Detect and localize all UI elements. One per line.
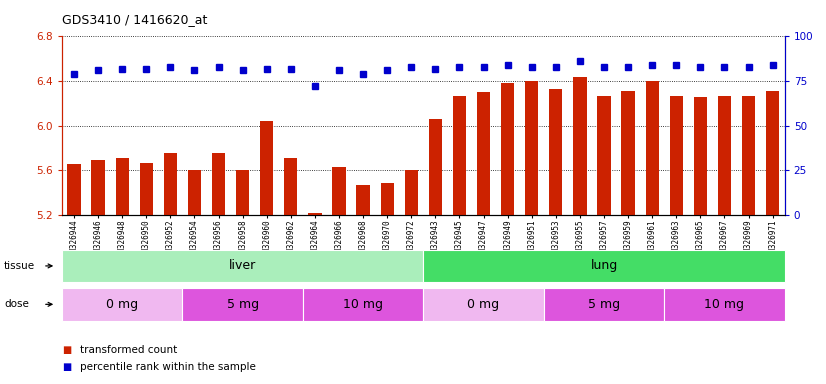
Text: 5 mg: 5 mg bbox=[226, 298, 259, 311]
Bar bbox=[140, 162, 153, 215]
Text: 5 mg: 5 mg bbox=[588, 298, 620, 311]
Bar bbox=[670, 96, 683, 215]
Bar bbox=[212, 152, 225, 215]
Text: 10 mg: 10 mg bbox=[343, 298, 383, 311]
Bar bbox=[164, 152, 177, 215]
Bar bbox=[116, 158, 129, 215]
Bar bbox=[501, 83, 515, 215]
Bar bbox=[332, 167, 345, 215]
Bar bbox=[188, 170, 201, 215]
Text: 0 mg: 0 mg bbox=[106, 298, 138, 311]
Bar bbox=[525, 81, 539, 215]
Text: 10 mg: 10 mg bbox=[705, 298, 744, 311]
Text: liver: liver bbox=[229, 260, 256, 272]
Bar bbox=[308, 213, 321, 215]
Bar bbox=[453, 96, 466, 215]
Bar bbox=[357, 185, 370, 215]
Bar bbox=[597, 96, 610, 215]
Bar bbox=[381, 183, 394, 215]
Bar bbox=[260, 121, 273, 215]
Bar bbox=[284, 158, 297, 215]
Text: ■: ■ bbox=[62, 362, 71, 372]
Bar bbox=[694, 97, 707, 215]
Bar bbox=[549, 89, 563, 215]
Text: tissue: tissue bbox=[4, 261, 36, 271]
Bar bbox=[477, 92, 490, 215]
Text: ■: ■ bbox=[62, 345, 71, 355]
Bar bbox=[68, 164, 81, 215]
Bar bbox=[718, 96, 731, 215]
Text: lung: lung bbox=[591, 260, 618, 272]
Bar bbox=[573, 77, 586, 215]
Bar bbox=[646, 81, 659, 215]
Text: GDS3410 / 1416620_at: GDS3410 / 1416620_at bbox=[62, 13, 207, 26]
Bar bbox=[405, 170, 418, 215]
Text: dose: dose bbox=[4, 299, 29, 310]
Bar bbox=[621, 91, 634, 215]
Bar bbox=[766, 91, 779, 215]
Bar bbox=[92, 161, 105, 215]
Bar bbox=[742, 96, 755, 215]
Bar bbox=[236, 170, 249, 215]
Text: 0 mg: 0 mg bbox=[468, 298, 500, 311]
Bar bbox=[429, 119, 442, 215]
Text: transformed count: transformed count bbox=[80, 345, 178, 355]
Text: percentile rank within the sample: percentile rank within the sample bbox=[80, 362, 256, 372]
